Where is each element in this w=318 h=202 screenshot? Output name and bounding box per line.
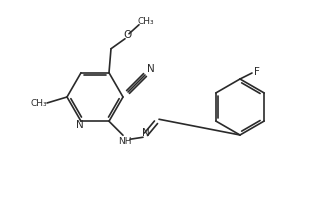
Text: N: N [147,64,155,74]
Text: NH: NH [118,137,132,146]
Text: F: F [254,67,260,77]
Text: O: O [124,30,132,40]
Text: N: N [76,120,84,130]
Text: N: N [142,128,150,138]
Text: CH₃: CH₃ [31,100,47,108]
Text: CH₃: CH₃ [138,17,154,26]
